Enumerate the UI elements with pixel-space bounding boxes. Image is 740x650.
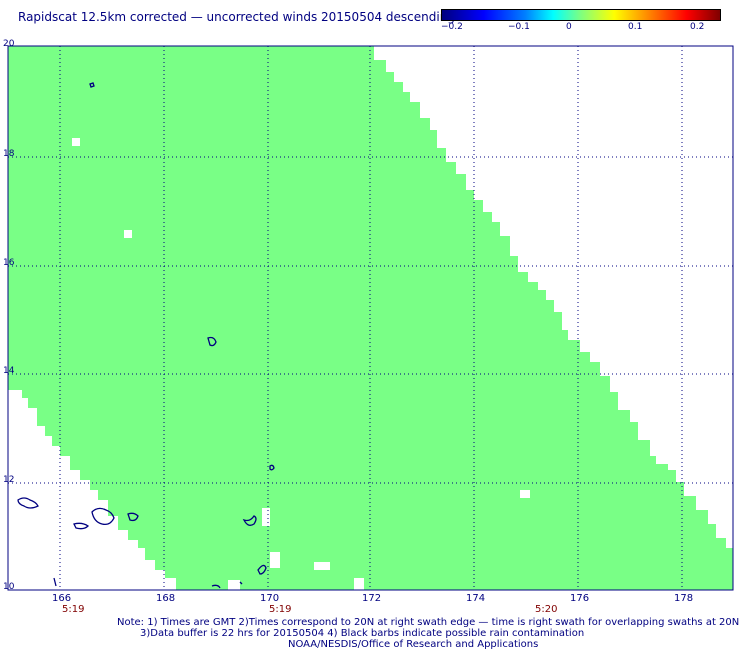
lon-label: 172 — [362, 593, 382, 604]
data-gap — [270, 552, 280, 568]
lon-label: 166 — [52, 593, 72, 604]
island-outline — [127, 512, 139, 522]
island-outline — [207, 336, 217, 347]
note-line-2: 3)Data buffer is 22 hrs for 20150504 4) … — [140, 628, 585, 639]
island-outline — [91, 507, 115, 526]
colorbar-tick-label: −0.2 — [441, 22, 463, 32]
colorbar-tick-label: 0.2 — [690, 22, 705, 32]
data-gap — [314, 562, 330, 570]
island-outline — [239, 581, 243, 585]
island-outline — [73, 522, 90, 530]
map-grid — [8, 46, 733, 590]
map-title: Rapidscat 12.5km corrected — uncorrected… — [18, 10, 455, 24]
colorbar-tick-label: 0.1 — [628, 22, 643, 32]
island-outline — [211, 584, 221, 589]
swath-time-label: 5:19 — [269, 604, 292, 615]
lon-label: 178 — [674, 593, 694, 604]
colorbar-tick-label: −0.1 — [508, 22, 530, 32]
lat-label: 16 — [3, 258, 15, 268]
island-outline — [53, 577, 57, 587]
coastlines — [17, 82, 275, 589]
swath-time-label: 5:19 — [62, 604, 85, 615]
lon-label: 168 — [156, 593, 176, 604]
note-line-3: NOAA/NESDIS/Office of Research and Appli… — [288, 639, 539, 650]
note-line-1: Note: 1) Times are GMT 2)Times correspon… — [117, 617, 740, 628]
island-outline — [269, 464, 275, 471]
lon-label: 174 — [466, 593, 486, 604]
lon-label: 176 — [570, 593, 590, 604]
lat-label: 12 — [3, 475, 15, 485]
data-gap — [354, 578, 364, 590]
swath-time-label: 5:20 — [535, 604, 558, 615]
data-gap — [262, 508, 270, 526]
island-outline — [257, 564, 267, 575]
colorbar-tick-label: 0 — [566, 22, 572, 32]
lat-label: 10 — [3, 582, 15, 592]
data-gap — [520, 490, 530, 498]
data-gap — [228, 580, 240, 590]
lon-label: 170 — [260, 593, 280, 604]
lat-label: 18 — [3, 149, 15, 159]
map-frame — [7, 45, 734, 591]
island-outline — [89, 82, 95, 88]
data-gap — [124, 230, 132, 238]
island-outline — [242, 515, 257, 526]
data-gap — [72, 138, 80, 146]
lat-label: 14 — [3, 366, 15, 376]
lat-label: 20 — [3, 39, 15, 49]
colorbar — [441, 9, 721, 21]
island-outline — [17, 497, 39, 509]
